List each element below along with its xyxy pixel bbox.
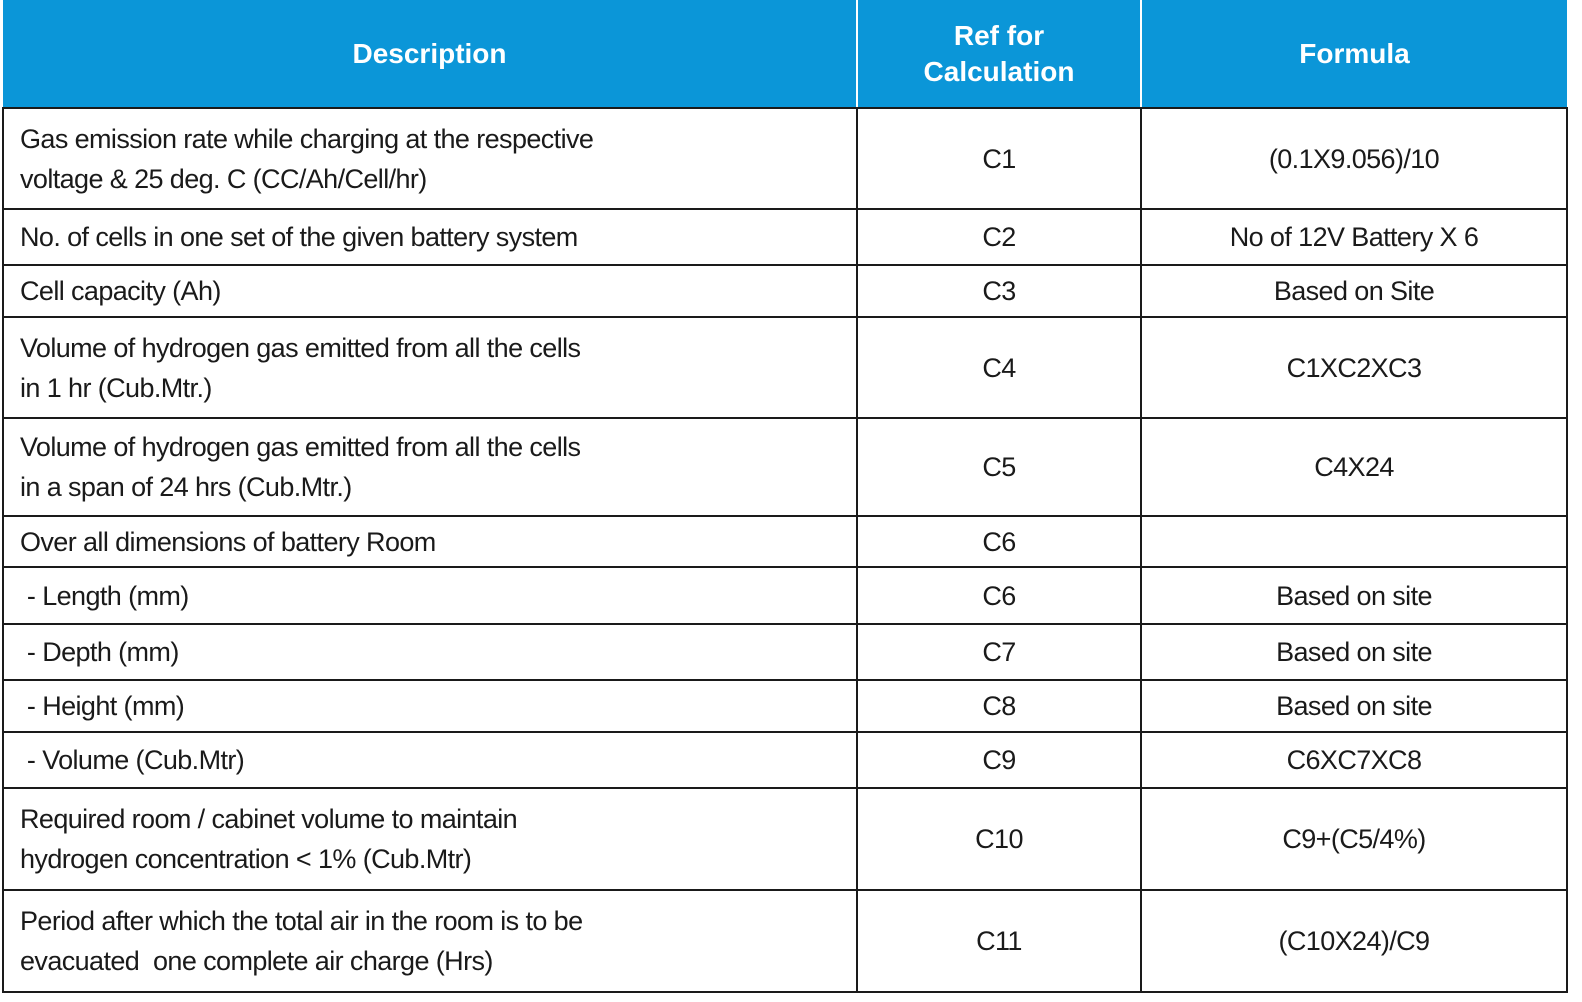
description-cell: Gas emission rate while charging at the … <box>2 107 858 210</box>
ref-cell: C5 <box>856 417 1142 517</box>
formula-cell: C9+(C5/4%) <box>1140 787 1568 891</box>
table-row: - Volume (Cub.Mtr) C9 C6XC7XC8 <box>2 731 1568 789</box>
table-row: Period after which the total air in the … <box>2 889 1568 993</box>
ref-cell: C7 <box>856 623 1142 681</box>
table-body: Gas emission rate while charging at the … <box>2 107 1568 993</box>
column-header: Description <box>3 0 858 109</box>
header-row: Description Ref for Calculation Formula <box>3 0 1567 109</box>
ref-cell: C6 <box>856 515 1142 568</box>
ref-cell: C1 <box>856 107 1142 210</box>
description-cell: Period after which the total air in the … <box>2 889 858 993</box>
table-row: Over all dimensions of battery Room C6 <box>2 515 1568 568</box>
formula-cell: (0.1X9.056)/10 <box>1140 107 1568 210</box>
formula-cell: C4X24 <box>1140 417 1568 517</box>
ref-cell: C3 <box>856 264 1142 318</box>
ref-cell: C6 <box>856 566 1142 625</box>
table-row: Required room / cabinet volume to mainta… <box>2 787 1568 891</box>
description-cell: - Height (mm) <box>2 679 858 733</box>
formula-cell: Based on site <box>1140 566 1568 625</box>
table-row: - Length (mm) C6 Based on site <box>2 566 1568 625</box>
description-cell: Cell capacity (Ah) <box>2 264 858 318</box>
description-cell: Volume of hydrogen gas emitted from all … <box>2 417 858 517</box>
table-row: Cell capacity (Ah) C3 Based on Site <box>2 264 1568 318</box>
table-row: - Depth (mm) C7 Based on site <box>2 623 1568 681</box>
formula-cell: No of 12V Battery X 6 <box>1140 208 1568 266</box>
formula-cell: C6XC7XC8 <box>1140 731 1568 789</box>
formula-cell: Based on site <box>1140 679 1568 733</box>
formula-cell: Based on Site <box>1140 264 1568 318</box>
ref-cell: C10 <box>856 787 1142 891</box>
formula-cell <box>1140 515 1568 568</box>
description-cell: No. of cells in one set of the given bat… <box>2 208 858 266</box>
description-cell: Over all dimensions of battery Room <box>2 515 858 568</box>
description-cell: Volume of hydrogen gas emitted from all … <box>2 316 858 419</box>
description-cell: - Length (mm) <box>2 566 858 625</box>
ref-cell: C11 <box>856 889 1142 993</box>
formula-cell: Based on site <box>1140 623 1568 681</box>
ref-cell: C2 <box>856 208 1142 266</box>
ref-cell: C9 <box>856 731 1142 789</box>
column-header: Ref for Calculation <box>856 0 1142 109</box>
ref-cell: C8 <box>856 679 1142 733</box>
table-row: No. of cells in one set of the given bat… <box>2 208 1568 266</box>
ref-cell: C4 <box>856 316 1142 419</box>
table-row: Volume of hydrogen gas emitted from all … <box>2 316 1568 419</box>
formula-cell: (C10X24)/C9 <box>1140 889 1568 993</box>
description-cell: Required room / cabinet volume to mainta… <box>2 787 858 891</box>
formula-cell: C1XC2XC3 <box>1140 316 1568 419</box>
table-row: - Height (mm) C8 Based on site <box>2 679 1568 733</box>
table-row: Gas emission rate while charging at the … <box>2 107 1568 210</box>
column-header: Formula <box>1140 0 1567 109</box>
description-cell: - Volume (Cub.Mtr) <box>2 731 858 789</box>
description-cell: - Depth (mm) <box>2 623 858 681</box>
table-row: Volume of hydrogen gas emitted from all … <box>2 417 1568 517</box>
